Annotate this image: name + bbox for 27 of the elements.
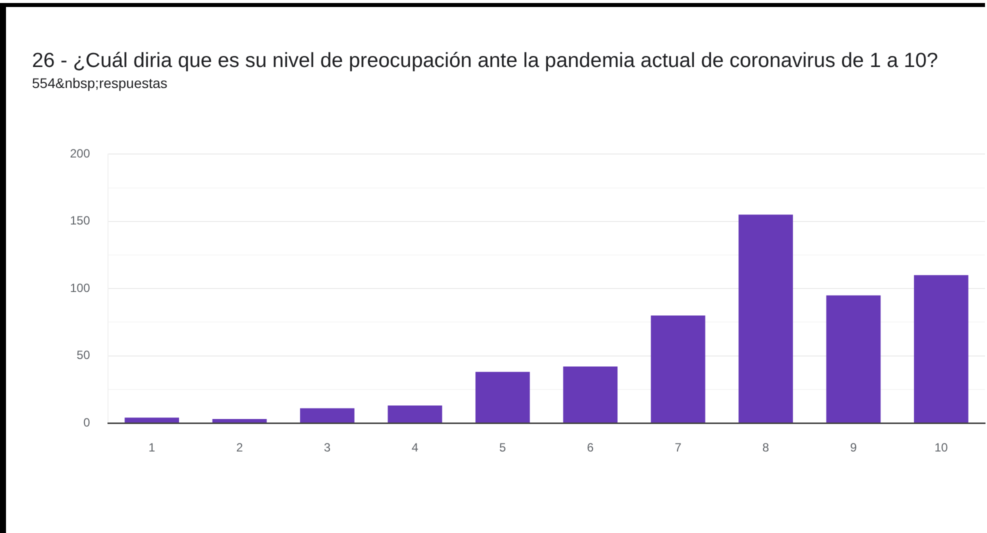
bar	[475, 372, 530, 422]
bar	[563, 366, 618, 422]
bar	[914, 275, 968, 422]
x-tick-label: 7	[674, 440, 682, 455]
bar	[650, 315, 706, 422]
bar	[388, 406, 442, 422]
x-tick-label: 1	[148, 440, 156, 455]
y-tick-label: 150	[70, 214, 90, 228]
y-tick-label: 200	[70, 146, 90, 161]
x-tick-label: 6	[587, 440, 594, 455]
y-tick-label: 50	[76, 348, 90, 362]
bar	[124, 418, 180, 422]
chart-title: 26 - ¿Cuál diria que es su nivel de preocupación ante la pandemia actual de coronavirus de 1 a 10?	[32, 48, 938, 73]
x-tick-label: 4	[412, 440, 419, 455]
x-tick-label: 5	[499, 440, 506, 455]
x-tick-label: 3	[324, 440, 331, 455]
x-tick-label: 10	[934, 440, 948, 455]
bar	[300, 408, 354, 422]
chart-subtitle: 554&nbsp;respuestas	[32, 75, 168, 92]
y-tick-label: 0	[83, 415, 90, 430]
x-tick-label: 8	[762, 440, 770, 455]
x-tick-label: 9	[850, 440, 858, 455]
bar	[738, 214, 793, 422]
x-tick-label: 2	[236, 440, 244, 455]
bar	[826, 295, 881, 422]
y-tick-label: 100	[70, 280, 90, 295]
bar	[212, 418, 267, 422]
